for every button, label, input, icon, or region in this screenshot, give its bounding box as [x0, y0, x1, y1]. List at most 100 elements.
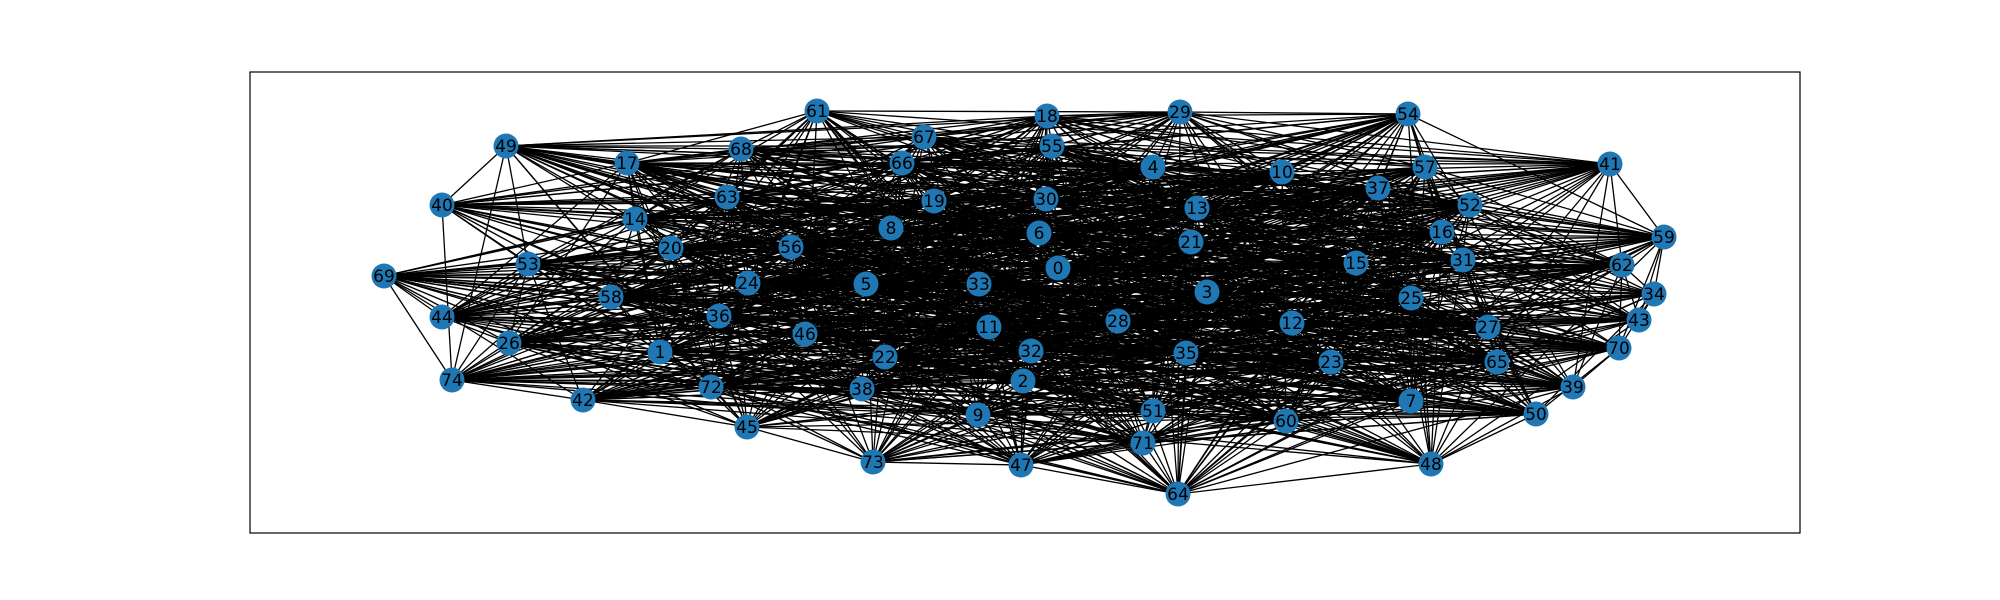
- node-36: 36: [706, 303, 732, 329]
- edge-51-70: [1152, 347, 1620, 412]
- edge-35-42: [582, 352, 1187, 401]
- edge-41-64: [1177, 163, 1611, 495]
- node-label-74: 74: [441, 371, 463, 391]
- edge-41-66: [901, 162, 1611, 165]
- edge-22-44: [441, 316, 886, 358]
- edge-70-74: [451, 347, 1620, 381]
- edge-36-74: [451, 315, 720, 381]
- node-label-61: 61: [806, 102, 828, 122]
- edge-16-41: [1441, 163, 1611, 233]
- node-circle-4: [1140, 154, 1166, 180]
- node-label-6: 6: [1034, 224, 1045, 244]
- node-circle-61: [804, 98, 830, 124]
- edge-40-49: [441, 145, 507, 206]
- node-22: 22: [872, 344, 898, 370]
- edge-30-36: [718, 198, 1047, 317]
- node-32: 32: [1018, 338, 1044, 364]
- node-6: 6: [1026, 220, 1052, 246]
- node-5: 5: [853, 271, 879, 297]
- node-circle-49: [493, 133, 519, 159]
- edge-38-46: [804, 333, 863, 390]
- node-43: 43: [1626, 307, 1652, 333]
- edge-69-74: [383, 275, 453, 381]
- node-61: 61: [804, 98, 830, 124]
- edge-17-61: [626, 110, 818, 164]
- edge-47-64: [1020, 464, 1179, 495]
- node-71: 71: [1130, 430, 1156, 456]
- node-label-9: 9: [973, 406, 984, 426]
- edge-50-74: [451, 379, 1537, 415]
- edge-63-69: [383, 196, 728, 277]
- edge-55-71: [1051, 145, 1144, 444]
- edge-41-52: [1469, 163, 1611, 206]
- node-label-48: 48: [1420, 455, 1442, 475]
- edge-61-67: [816, 110, 925, 138]
- edge-59-72: [710, 236, 1665, 388]
- node-circle-23: [1318, 349, 1344, 375]
- node-circle-68: [728, 136, 754, 162]
- node-circle-21: [1178, 229, 1204, 255]
- node-label-31: 31: [1452, 251, 1474, 271]
- node-circle-39: [1560, 374, 1586, 400]
- node-65: 65: [1484, 349, 1510, 375]
- node-label-38: 38: [851, 380, 873, 400]
- node-34: 34: [1641, 281, 1667, 307]
- edge-41-55: [1051, 145, 1611, 165]
- node-circle-8: [878, 215, 904, 241]
- edge-40-74: [441, 204, 453, 381]
- edge-60-71: [1142, 420, 1287, 444]
- edge-37-47: [1020, 187, 1379, 466]
- edge-35-56: [790, 246, 1187, 354]
- node-12: 12: [1279, 310, 1305, 336]
- edge-29-55: [1051, 111, 1181, 147]
- edge-59-61: [816, 110, 1665, 238]
- node-4: 4: [1140, 154, 1166, 180]
- edge-43-59: [1638, 236, 1665, 321]
- node-label-14: 14: [624, 210, 646, 230]
- edge-45-46: [746, 333, 806, 428]
- node-circle-52: [1457, 192, 1483, 218]
- node-52: 52: [1457, 192, 1483, 218]
- edge-55-57: [1051, 145, 1426, 168]
- edge-29-41: [1179, 111, 1611, 165]
- edge-49-67: [505, 136, 925, 147]
- node-circle-46: [792, 321, 818, 347]
- edge-31-43: [1462, 259, 1640, 321]
- node-label-42: 42: [572, 391, 594, 411]
- edge-18-59: [1046, 115, 1665, 238]
- node-circle-66: [889, 150, 915, 176]
- node-label-17: 17: [616, 154, 638, 174]
- edge-42-74: [451, 379, 584, 401]
- node-label-36: 36: [708, 307, 730, 327]
- node-48: 48: [1418, 451, 1444, 477]
- node-label-18: 18: [1036, 107, 1058, 127]
- edge-56-63: [726, 196, 792, 248]
- edge-58-71: [610, 296, 1144, 444]
- node-67: 67: [911, 124, 937, 150]
- node-11: 11: [976, 314, 1002, 340]
- edge-33-65: [978, 283, 1498, 363]
- node-20: 20: [658, 235, 684, 261]
- edge-54-59: [1407, 113, 1665, 238]
- edge-44-51: [441, 316, 1154, 412]
- node-circle-58: [598, 284, 624, 310]
- edge-65-68: [740, 148, 1498, 363]
- edge-39-65: [1496, 361, 1574, 388]
- edge-33-61: [816, 110, 980, 285]
- node-label-16: 16: [1431, 223, 1453, 243]
- edge-45-55: [746, 145, 1053, 428]
- edge-56-68: [740, 148, 792, 248]
- edge-44-64: [441, 316, 1179, 495]
- edge-35-64: [1177, 352, 1187, 495]
- edge-46-64: [804, 333, 1179, 495]
- edge-65-67: [923, 136, 1498, 363]
- edge-68-71: [740, 148, 1144, 444]
- edge-20-30: [670, 198, 1047, 249]
- node-label-24: 24: [737, 274, 759, 294]
- edge-49-74: [451, 145, 507, 381]
- edge-62-64: [1177, 264, 1623, 495]
- node-59: 59: [1651, 224, 1677, 250]
- node-label-8: 8: [886, 219, 897, 239]
- edge-44-53: [441, 263, 529, 318]
